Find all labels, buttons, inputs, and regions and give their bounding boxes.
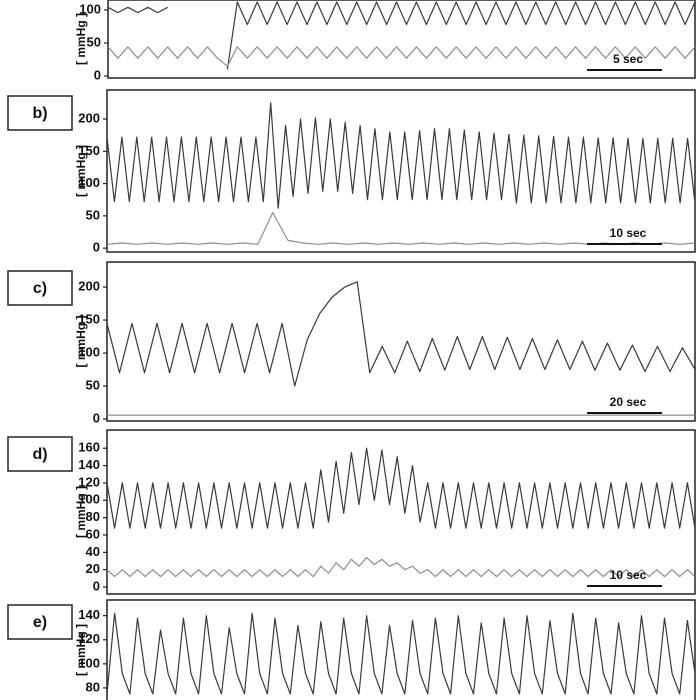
y-tick-label: 200 (78, 110, 100, 125)
trace (107, 447, 695, 529)
trace (107, 212, 695, 245)
y-tick-label: 50 (86, 207, 100, 222)
y-tick-label: 100 (78, 175, 100, 190)
trace (107, 102, 695, 209)
plot-area (107, 102, 695, 245)
y-tick-label: 80 (86, 509, 100, 524)
y-tick-label: 160 (78, 440, 100, 455)
plot-area (107, 612, 695, 695)
panel: 0 20 40 60 80 100 120 140 160 [ mmHg ] d) 10 sec (7, 429, 696, 595)
panel: 0 50 100 150 200 [ mmHg ] c) 20 sec (7, 261, 696, 425)
plot-frame (106, 429, 696, 595)
scale-bar-label: 10 sec (610, 568, 647, 582)
y-tick-label: 0 (94, 67, 101, 82)
y-tick-label: 20 (86, 561, 100, 576)
trace (107, 557, 695, 578)
scale-bar-label: 20 sec (610, 395, 647, 409)
plot-frame (106, 599, 696, 700)
trace (107, 612, 695, 695)
y-axis-label: [ mmHg ] (74, 486, 88, 538)
y-tick-label: 60 (86, 526, 100, 541)
y-tick-label: 100 (79, 1, 101, 16)
trace (108, 1, 695, 70)
y-tick-label: 100 (78, 655, 100, 670)
y-tick-label: 50 (87, 34, 101, 49)
y-tick-label: 40 (86, 544, 100, 559)
y-tick-label: 80 (86, 679, 100, 694)
panel-label-box (7, 270, 73, 306)
panel-label: e) (33, 614, 47, 631)
scale-bar-label: 5 sec (613, 52, 643, 66)
y-tick-label: 100 (78, 492, 100, 507)
panel-label: b) (32, 105, 47, 122)
y-axis-label: [ mmHg ] (74, 145, 88, 197)
y-tick-label: 0 (93, 410, 100, 425)
panel-label-box (7, 95, 73, 131)
panel: 0 50 100[ mmHg ] 5 sec (74, 0, 696, 82)
y-tick-label: 120 (78, 474, 100, 489)
panel: 0 50 100 150 200 [ mmHg ] b) 10 sec (7, 89, 696, 255)
y-tick-label: 150 (78, 311, 100, 326)
y-tick-label: 0 (93, 240, 100, 255)
plot-frame (106, 89, 696, 253)
trace (108, 46, 695, 67)
panel-label-box (7, 604, 73, 640)
y-axis-label: [ mmHg ] (74, 13, 88, 65)
y-axis-label: [ mmHg ] (74, 624, 88, 676)
plot-frame (106, 261, 696, 422)
panel-label-box (7, 436, 73, 472)
y-tick-label: 100 (78, 344, 100, 359)
y-tick-label: 0 (93, 578, 100, 593)
y-tick-label: 140 (78, 607, 100, 622)
y-axis-label: [ mmHg ] (74, 316, 88, 368)
y-tick-label: 150 (78, 143, 100, 158)
y-tick-label: 200 (78, 279, 100, 294)
plot-area (108, 1, 695, 70)
y-tick-label: 120 (78, 631, 100, 646)
y-tick-label: 50 (86, 377, 100, 392)
plot-area (107, 447, 695, 578)
plot-frame (107, 0, 696, 79)
trace (107, 281, 695, 387)
panel-label: c) (33, 280, 47, 297)
panel-label: d) (32, 446, 47, 463)
y-tick-label: 140 (78, 457, 100, 472)
plot-area (107, 281, 695, 416)
scale-bar-label: 10 sec (610, 226, 647, 240)
